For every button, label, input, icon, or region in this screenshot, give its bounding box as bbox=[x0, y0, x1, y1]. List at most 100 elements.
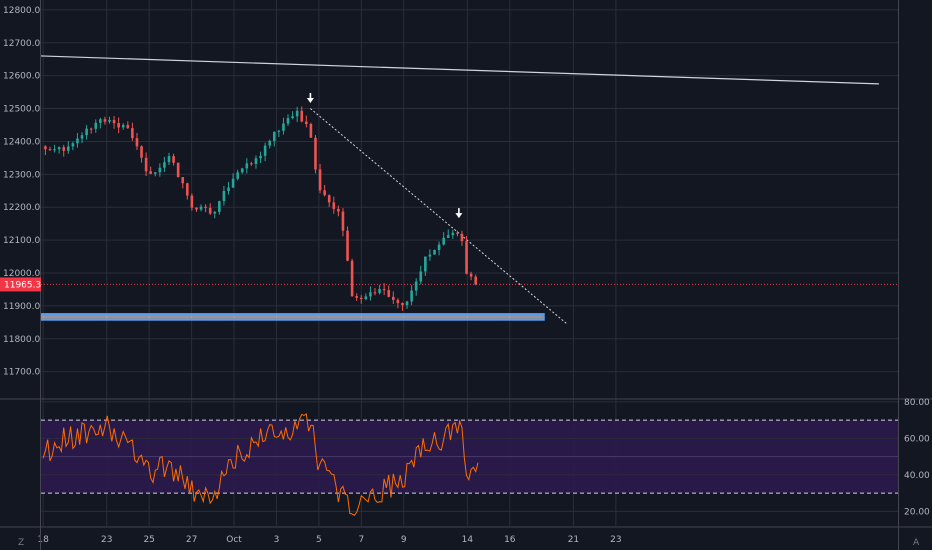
candle-body bbox=[318, 169, 322, 191]
time-tick-label: 21 bbox=[568, 535, 579, 545]
candle-body bbox=[282, 123, 285, 131]
support-zone-fill bbox=[42, 315, 543, 319]
price-tick-label: 12800.0 bbox=[3, 6, 40, 16]
candle-body bbox=[323, 190, 326, 196]
time-tick-label: 5 bbox=[316, 535, 322, 545]
price-tick-label: 11900.0 bbox=[3, 302, 40, 312]
price-tick-label: 11800.0 bbox=[3, 335, 40, 345]
time-tick-label: 18 bbox=[37, 535, 49, 545]
candle-body bbox=[227, 187, 230, 192]
price-tick-label: 12300.0 bbox=[3, 170, 40, 180]
candle-body bbox=[85, 128, 88, 136]
candle-body bbox=[272, 131, 276, 141]
zoom-corner-label[interactable]: Z bbox=[18, 538, 24, 548]
time-tick-label: 23 bbox=[101, 535, 112, 545]
candle-body bbox=[186, 183, 189, 196]
candle-body bbox=[277, 130, 281, 132]
candle-body bbox=[295, 110, 299, 117]
rsi-tick-label: 80.00 bbox=[904, 398, 930, 408]
candle-body bbox=[350, 260, 354, 297]
candle-body bbox=[268, 140, 272, 146]
candle-body bbox=[76, 138, 79, 144]
candle-body bbox=[332, 202, 336, 209]
candle-body bbox=[387, 290, 391, 297]
candle-body bbox=[218, 201, 221, 212]
price-tick-label: 12400.0 bbox=[3, 137, 40, 147]
candle-body bbox=[99, 119, 102, 123]
candle-body bbox=[451, 232, 455, 236]
price-tick-label: 12500.0 bbox=[3, 105, 40, 115]
rsi-tick-label: 60.00 bbox=[904, 434, 930, 444]
candle-body bbox=[62, 147, 66, 151]
time-tick-label: Oct bbox=[226, 535, 242, 545]
last-price-label: 11965.3 bbox=[4, 280, 41, 290]
candle-body bbox=[327, 195, 331, 203]
rsi-tick-label: 40.00 bbox=[904, 471, 930, 481]
candle-body bbox=[204, 206, 207, 208]
candle-body bbox=[300, 110, 304, 122]
candle-body bbox=[181, 177, 185, 184]
candle-body bbox=[250, 163, 253, 165]
candle-body bbox=[57, 147, 61, 150]
down-arrow-icon bbox=[455, 213, 463, 219]
auto-scale-corner-label[interactable]: A bbox=[913, 538, 920, 548]
candle-body bbox=[167, 156, 171, 163]
price-tick-label: 12000.0 bbox=[3, 269, 40, 279]
candle-body bbox=[153, 172, 157, 174]
candle-body bbox=[259, 155, 262, 159]
candle-body bbox=[414, 281, 418, 291]
rsi-panel[interactable]: 80.00 60.00 40.00 20.00 bbox=[41, 398, 930, 518]
candle-body bbox=[437, 244, 441, 250]
candle-body bbox=[428, 254, 432, 257]
candle-body bbox=[474, 276, 477, 285]
candle-body bbox=[405, 301, 409, 306]
candle-body bbox=[48, 149, 52, 151]
candle-body bbox=[71, 143, 75, 147]
candle-body bbox=[424, 256, 427, 272]
time-tick-label: 9 bbox=[401, 535, 407, 545]
candle-body bbox=[460, 233, 464, 242]
price-tick-label: 11700.0 bbox=[3, 368, 40, 378]
candle-body bbox=[131, 128, 134, 139]
price-tick-label: 12200.0 bbox=[3, 203, 40, 213]
candle-body bbox=[140, 146, 143, 158]
rsi-line bbox=[42, 413, 479, 516]
candle-body bbox=[190, 195, 194, 208]
candle-body bbox=[382, 289, 386, 291]
candle-body bbox=[433, 249, 436, 255]
candle-body bbox=[442, 237, 445, 245]
candle-body bbox=[108, 119, 111, 122]
price-axis[interactable]: 12800.0 12700.0 12600.0 12500.0 12400.0 12300… bbox=[0, 0, 899, 550]
candle-body bbox=[89, 128, 93, 130]
candle-body bbox=[222, 191, 226, 202]
candle-body bbox=[419, 271, 423, 282]
candle-body bbox=[240, 168, 244, 173]
candle-body bbox=[117, 123, 120, 128]
candle-body bbox=[396, 299, 400, 304]
time-tick-label: 27 bbox=[186, 535, 197, 545]
candle-body bbox=[103, 119, 107, 122]
candle-body bbox=[369, 292, 372, 297]
time-tick-label: 23 bbox=[610, 535, 621, 545]
candle-body bbox=[208, 207, 212, 214]
time-tick-label: 7 bbox=[358, 535, 364, 545]
last-price-tag bbox=[0, 277, 41, 292]
candle-body bbox=[199, 206, 203, 210]
candle-body bbox=[44, 146, 47, 150]
time-axis[interactable]: 18 23 25 27 Oct 3 5 7 9 14 16 21 23 bbox=[0, 526, 932, 545]
candle-body bbox=[364, 296, 368, 299]
rsi-tick-label: 20.00 bbox=[904, 507, 930, 517]
candle-body bbox=[66, 146, 70, 151]
candle-body bbox=[53, 149, 56, 151]
candle-body bbox=[286, 118, 290, 124]
candle-body bbox=[176, 162, 180, 178]
candle-body bbox=[112, 119, 116, 124]
candle-body bbox=[465, 241, 468, 274]
candle-body bbox=[94, 122, 98, 129]
candle-body bbox=[410, 290, 413, 302]
candle-body bbox=[213, 211, 217, 214]
candle-body bbox=[158, 167, 162, 173]
candle-body bbox=[144, 157, 148, 172]
candle-body bbox=[135, 138, 139, 147]
